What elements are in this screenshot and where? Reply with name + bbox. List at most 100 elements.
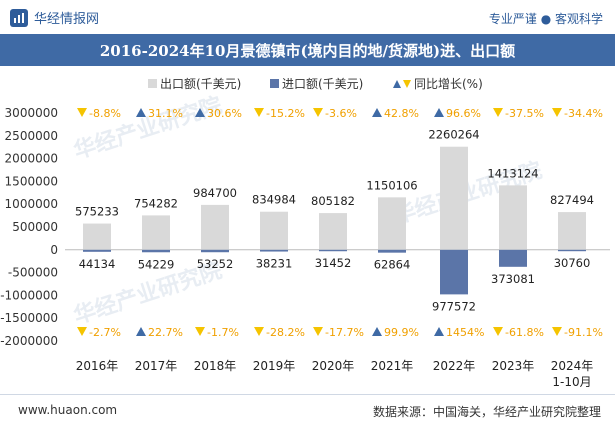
export-growth-label: -8.8% [89, 107, 121, 120]
y-tick-label: 0 [50, 243, 58, 257]
import-growth-label: 99.9% [384, 326, 419, 339]
export-growth-down-marker [493, 108, 503, 117]
export-growth-up-marker [372, 108, 382, 117]
export-value-label: 754282 [134, 196, 178, 210]
x-tick-label: 2016年 [76, 359, 119, 373]
legend-growth-down-marker [403, 80, 411, 88]
export-growth-up-marker [434, 108, 444, 117]
export-value-label: 827494 [550, 193, 594, 207]
export-bar [83, 223, 111, 250]
y-tick-label: 3000000 [5, 106, 58, 120]
import-growth-up-marker [136, 327, 146, 336]
x-tick-label: 2021年 [371, 359, 414, 373]
import-bar [260, 249, 288, 252]
import-growth-label: 22.7% [148, 326, 183, 339]
y-tick-label: 500000 [12, 220, 58, 234]
x-tick-label: 2018年 [194, 359, 237, 373]
export-bar [440, 146, 468, 250]
import-growth-label: -61.8% [505, 326, 544, 339]
export-growth-label: 96.6% [446, 107, 481, 120]
export-bar [319, 213, 347, 250]
legend-growth-label: 同比增长(%) [414, 77, 483, 91]
legend-export-label: 出口额(千美元) [160, 77, 241, 91]
import-bar [201, 249, 229, 253]
export-bar [558, 212, 586, 250]
export-growth-label: -37.5% [505, 107, 544, 120]
export-bar [142, 215, 170, 250]
footer-url: www.huaon.com [18, 403, 118, 417]
export-growth-label: 30.6% [207, 107, 242, 120]
brand: 华经情报网 [10, 8, 99, 27]
import-value-label: 30760 [554, 256, 591, 270]
export-value-label: 1413124 [487, 166, 538, 180]
y-tick-label: 1000000 [5, 197, 58, 211]
import-bar [83, 249, 111, 252]
import-value-label: 31452 [315, 256, 352, 270]
import-value-label: 373081 [491, 272, 535, 286]
brand-logo-icon [10, 8, 28, 27]
export-value-label: 834984 [252, 193, 296, 207]
export-bar [378, 197, 406, 250]
import-value-label: 977572 [432, 299, 476, 313]
x-tick-label: 2020年 [312, 359, 355, 373]
legend-growth-up-marker [393, 80, 401, 88]
import-bar [142, 249, 170, 253]
import-bar [499, 249, 527, 267]
export-growth-down-marker [313, 108, 323, 117]
chart-title: 2016-2024年10月景德镇市(境内目的地/货源地)进、出口额 [99, 41, 516, 60]
import-bar [319, 249, 347, 252]
legend-export-swatch [148, 79, 157, 88]
legend-import-swatch [270, 79, 279, 88]
x-tick-label: 2024年 [551, 359, 594, 373]
export-growth-label: 31.1% [148, 107, 183, 120]
export-growth-up-marker [136, 108, 146, 117]
import-growth-label: -2.7% [89, 326, 121, 339]
import-growth-down-marker [77, 327, 87, 336]
export-bar [201, 204, 229, 250]
export-growth-label: -15.2% [266, 107, 305, 120]
tagline: 专业严谨 ● 客观科学 [488, 12, 603, 26]
x-tick-label: 2023年 [492, 359, 535, 373]
top-bar: 华经情报网 专业严谨 ● 客观科学 [0, 0, 615, 34]
import-growth-down-marker [195, 327, 205, 336]
y-tick-label: -1500000 [0, 311, 58, 325]
export-value-label: 575233 [75, 205, 119, 219]
export-growth-down-marker [552, 108, 562, 117]
import-growth-label: -28.2% [266, 326, 305, 339]
export-value-label: 984700 [193, 186, 237, 200]
import-growth-label: -91.1% [564, 326, 603, 339]
export-growth-label: -34.4% [564, 107, 603, 120]
x-tick-label: 2019年 [253, 359, 296, 373]
export-value-label: 1150106 [366, 178, 417, 192]
import-growth-down-marker [254, 327, 264, 336]
import-growth-label: -1.7% [207, 326, 239, 339]
export-bar [499, 185, 527, 250]
import-bar [558, 249, 586, 252]
import-growth-up-marker [434, 327, 444, 336]
export-growth-label: 42.8% [384, 107, 419, 120]
footer: www.huaon.com 数据来源：中国海关，华经产业研究院整理 [0, 394, 615, 428]
import-value-label: 44134 [79, 257, 116, 271]
y-tick-label: -1000000 [0, 288, 58, 302]
import-value-label: 38231 [256, 257, 293, 271]
import-growth-up-marker [372, 327, 382, 336]
export-value-label: 805182 [311, 194, 355, 208]
footer-source: 数据来源：中国海关，华经产业研究院整理 [372, 405, 601, 419]
legend-import-label: 进口额(千美元) [282, 77, 363, 91]
title-bar: 2016-2024年10月景德镇市(境内目的地/货源地)进、出口额 [0, 34, 615, 66]
export-value-label: 2260264 [428, 128, 479, 142]
import-value-label: 54229 [138, 257, 175, 271]
import-value-label: 62864 [374, 258, 411, 272]
import-growth-label: -17.7% [325, 326, 364, 339]
brand-name: 华经情报网 [34, 12, 100, 27]
chart-area: 华经产业研究院华经产业研究院华经产业研究院出口额(千美元)进口额(千美元)同比增… [0, 77, 610, 389]
watermark-text: 华经产业研究院 [71, 92, 226, 164]
x-tick-label: 1-10月 [552, 375, 591, 389]
y-tick-label: 2500000 [5, 129, 58, 143]
export-growth-label: -3.6% [325, 107, 357, 120]
export-growth-down-marker [77, 108, 87, 117]
import-growth-label: 1454% [446, 326, 484, 339]
import-growth-down-marker [493, 327, 503, 336]
import-bar [378, 249, 406, 253]
